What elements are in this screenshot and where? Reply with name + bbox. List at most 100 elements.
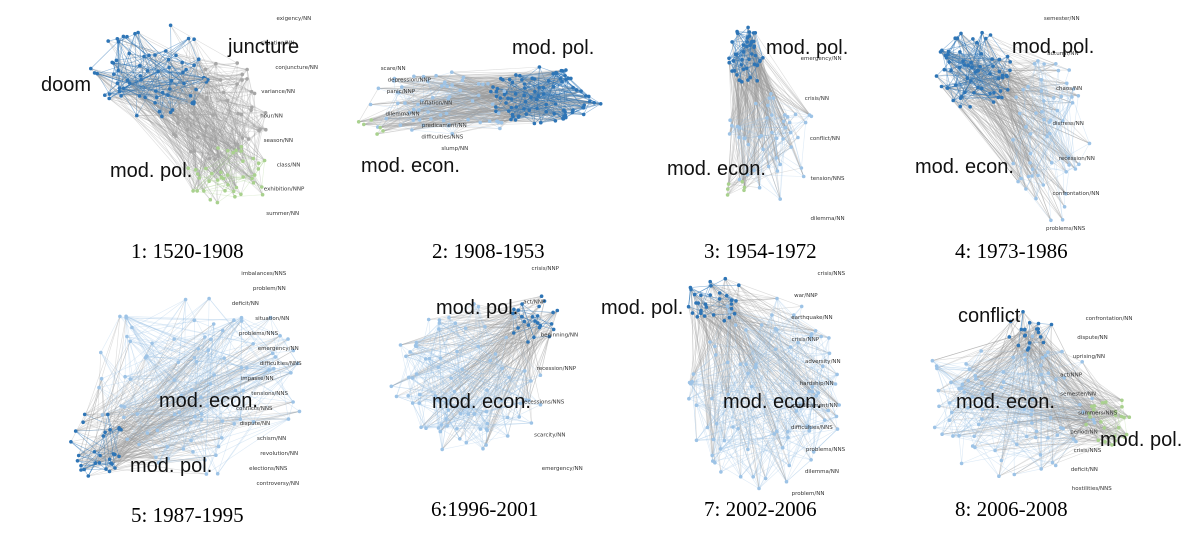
- edge: [206, 81, 266, 130]
- edge: [363, 98, 449, 125]
- edge: [194, 92, 266, 114]
- node: [164, 109, 169, 114]
- edge: [452, 95, 479, 134]
- edge: [166, 111, 266, 114]
- node: [168, 87, 172, 91]
- edge: [205, 139, 212, 169]
- node-label: summer/NN: [266, 211, 299, 217]
- edge: [409, 96, 497, 114]
- edge: [192, 152, 234, 192]
- node: [202, 189, 206, 193]
- edge: [427, 81, 499, 114]
- edge: [382, 84, 484, 132]
- node: [147, 53, 151, 58]
- node: [194, 87, 198, 92]
- edge: [572, 109, 584, 115]
- edge: [448, 94, 505, 126]
- edge: [404, 76, 424, 104]
- node: [226, 183, 230, 187]
- edge: [117, 70, 218, 181]
- node: [192, 63, 196, 67]
- node: [166, 93, 170, 97]
- panel-caption: 5: 1987-1995: [131, 503, 244, 527]
- edge: [209, 130, 214, 159]
- edge: [444, 70, 562, 83]
- edge: [213, 130, 228, 176]
- edge: [221, 80, 243, 178]
- node-label: variance/NN: [261, 89, 295, 95]
- node: [262, 158, 267, 163]
- edge: [417, 104, 499, 123]
- node: [168, 110, 173, 115]
- edge: [397, 92, 447, 114]
- edge: [186, 119, 255, 176]
- edge: [500, 78, 526, 103]
- edge: [170, 69, 248, 113]
- edge: [116, 60, 229, 186]
- edge: [143, 56, 252, 92]
- edge: [378, 88, 479, 96]
- edge: [215, 63, 238, 85]
- edge: [358, 79, 503, 123]
- edge: [452, 90, 461, 134]
- edge: [241, 146, 263, 195]
- edge: [251, 112, 266, 179]
- edge: [441, 85, 554, 88]
- edge: [246, 69, 260, 131]
- edge: [169, 88, 237, 188]
- edge: [177, 87, 237, 188]
- edge: [205, 150, 242, 169]
- node: [135, 113, 139, 118]
- edge: [400, 111, 496, 126]
- edge: [430, 97, 532, 120]
- edge: [123, 88, 218, 203]
- edge: [197, 173, 234, 192]
- edge: [209, 79, 221, 159]
- edge: [182, 72, 261, 130]
- edge: [240, 129, 261, 195]
- edge: [123, 36, 185, 84]
- edge: [169, 88, 254, 183]
- edge: [165, 50, 183, 63]
- edge: [197, 78, 206, 138]
- edge: [177, 38, 189, 124]
- edge: [143, 56, 188, 130]
- edge: [193, 101, 266, 130]
- node: [206, 78, 210, 82]
- node: [195, 117, 200, 121]
- edge: [440, 113, 555, 116]
- node: [156, 69, 160, 74]
- edge: [213, 114, 260, 131]
- edge: [398, 92, 479, 96]
- edge: [171, 80, 244, 162]
- edge: [118, 41, 130, 84]
- edge: [386, 100, 422, 119]
- edge: [413, 109, 513, 118]
- node: [221, 90, 226, 95]
- node: [239, 192, 243, 197]
- node: [213, 157, 217, 161]
- edge: [166, 88, 193, 112]
- node: [251, 181, 256, 185]
- edge: [411, 125, 449, 131]
- edge: [209, 74, 243, 159]
- node: [256, 161, 261, 165]
- edge: [113, 62, 194, 192]
- edge: [448, 107, 583, 126]
- edge: [166, 111, 214, 116]
- edge: [186, 119, 224, 179]
- edge: [129, 53, 145, 57]
- edge: [141, 79, 244, 162]
- edge: [409, 112, 541, 123]
- edge: [417, 104, 499, 123]
- node: [234, 148, 238, 153]
- edge: [398, 92, 450, 125]
- edge: [441, 85, 496, 108]
- edge: [170, 112, 259, 164]
- node: [191, 189, 195, 193]
- edge: [140, 75, 254, 184]
- edge: [480, 103, 556, 123]
- edge: [418, 109, 564, 117]
- node: [195, 135, 200, 139]
- edge: [409, 112, 413, 131]
